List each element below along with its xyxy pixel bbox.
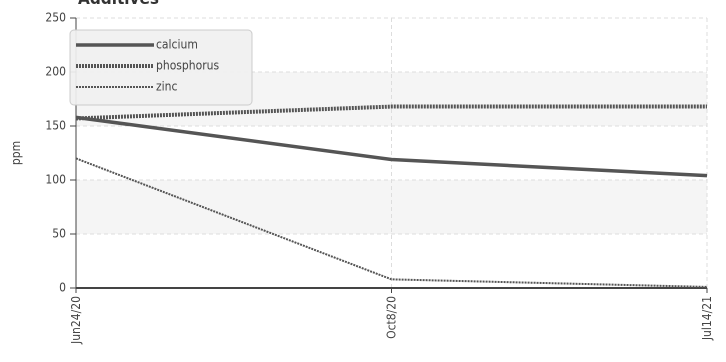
x-tick-label: Oct8/20 — [385, 296, 399, 339]
y-tick-label: 250 — [45, 11, 66, 25]
legend: calcium phosphorus zinc — [69, 29, 253, 106]
y-tick-label: 150 — [45, 119, 66, 133]
legend-label: zinc — [156, 80, 178, 94]
series-line — [75, 157, 708, 288]
legend-label: phosphorus — [156, 59, 220, 73]
legend-label: calcium — [156, 38, 198, 52]
series-line — [75, 104, 707, 121]
y-tick-label: 200 — [45, 65, 66, 79]
y-axis-label: ppm — [9, 141, 23, 165]
series-line — [75, 115, 708, 178]
x-tick-label: Jul14/21 — [700, 296, 714, 341]
y-tick-label: 0 — [59, 281, 66, 295]
chart-title: Additives — [78, 0, 159, 9]
y-tick-label: 100 — [45, 173, 66, 187]
y-tick-label: 50 — [52, 227, 66, 241]
x-tick-label: Jun24/20 — [69, 296, 83, 345]
